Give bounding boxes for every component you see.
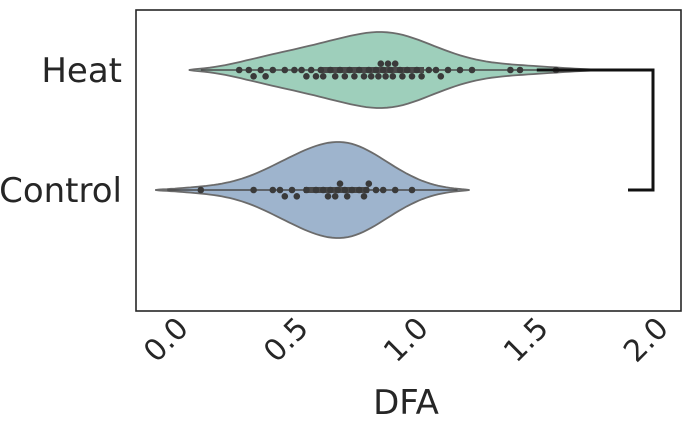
data-point-heat [408, 73, 416, 80]
data-point-control [343, 193, 351, 200]
data-point-heat [250, 73, 257, 80]
data-point-heat [444, 66, 452, 74]
data-point-heat [245, 66, 253, 74]
data-point-heat [425, 66, 433, 74]
data-point-heat [413, 66, 421, 74]
data-point-heat [351, 73, 358, 80]
data-point-control [391, 186, 399, 194]
data-point-control [408, 186, 416, 194]
data-point-control [372, 186, 380, 194]
data-point-heat [367, 73, 375, 80]
data-point-heat [319, 73, 327, 80]
data-point-control [336, 180, 344, 187]
data-point-heat [377, 60, 385, 67]
x-axis-title: DFA [373, 383, 439, 423]
x-tick-label: 0.0 [137, 311, 195, 369]
data-point-heat [235, 66, 243, 74]
data-point-heat [456, 66, 464, 74]
data-point-heat [317, 66, 325, 74]
data-point-heat [365, 66, 373, 74]
x-tick-label: 1.5 [497, 311, 555, 369]
data-point-control [331, 193, 339, 200]
data-point-heat [303, 73, 310, 80]
data-point-heat [507, 66, 514, 74]
data-point-heat [382, 73, 389, 80]
data-point-heat [379, 66, 387, 74]
significance-bracket [536, 68, 655, 192]
data-point-control [360, 193, 368, 200]
data-point-control [276, 186, 284, 194]
data-point-control [327, 186, 334, 194]
data-point-heat [384, 60, 392, 67]
data-point-heat [327, 66, 334, 74]
data-point-heat [269, 66, 277, 74]
data-point-heat [399, 73, 406, 80]
category-label-heat: Heat [41, 51, 122, 91]
data-point-control [269, 186, 277, 194]
data-point-heat [331, 73, 339, 80]
data-point-heat [418, 73, 425, 80]
data-point-control [334, 186, 341, 194]
data-point-heat [341, 73, 349, 80]
data-point-heat [389, 73, 397, 80]
data-point-heat [396, 66, 404, 74]
data-point-heat [257, 66, 265, 74]
data-point-heat [468, 66, 476, 74]
data-point-control [379, 186, 387, 194]
x-tick-label: 2.0 [617, 311, 675, 369]
data-point-heat [375, 73, 382, 80]
data-point-heat [437, 73, 445, 80]
data-point-control [363, 186, 370, 194]
data-point-heat [516, 66, 524, 74]
data-point-heat [432, 66, 440, 74]
data-point-heat [372, 66, 380, 74]
x-tick-label: 0.5 [257, 311, 315, 369]
data-point-heat [355, 66, 363, 74]
category-labels: Heat Control [0, 51, 122, 211]
data-point-control [293, 193, 301, 200]
data-point-control [281, 193, 289, 200]
data-point-heat [307, 66, 315, 74]
category-label-control: Control [0, 171, 122, 211]
data-point-control [355, 186, 363, 194]
data-point-control [303, 186, 310, 194]
data-point-heat [298, 66, 305, 74]
data-point-heat [346, 66, 353, 74]
data-point-control [319, 186, 327, 194]
data-point-heat [387, 66, 394, 74]
data-point-heat [262, 73, 269, 80]
data-point-control [341, 186, 349, 194]
data-point-control [365, 180, 373, 187]
data-point-heat [360, 73, 368, 80]
data-point-control [312, 186, 320, 194]
data-point-control [324, 193, 332, 200]
data-point-heat [336, 66, 344, 74]
x-tick-label: 1.0 [377, 311, 435, 369]
swarm-points-layer [197, 60, 560, 200]
x-tick-labels: 0.0 0.5 1.0 1.5 2.0 [137, 311, 675, 369]
data-point-control [288, 186, 296, 194]
data-point-control [250, 186, 257, 194]
data-point-heat [281, 66, 289, 74]
data-point-control [197, 186, 205, 194]
data-point-heat [391, 60, 399, 67]
data-point-heat [403, 66, 411, 74]
data-point-heat [312, 73, 320, 80]
data-point-heat [291, 66, 298, 74]
violin-iqr-box-heat [320, 67, 424, 73]
data-point-control [348, 186, 356, 194]
